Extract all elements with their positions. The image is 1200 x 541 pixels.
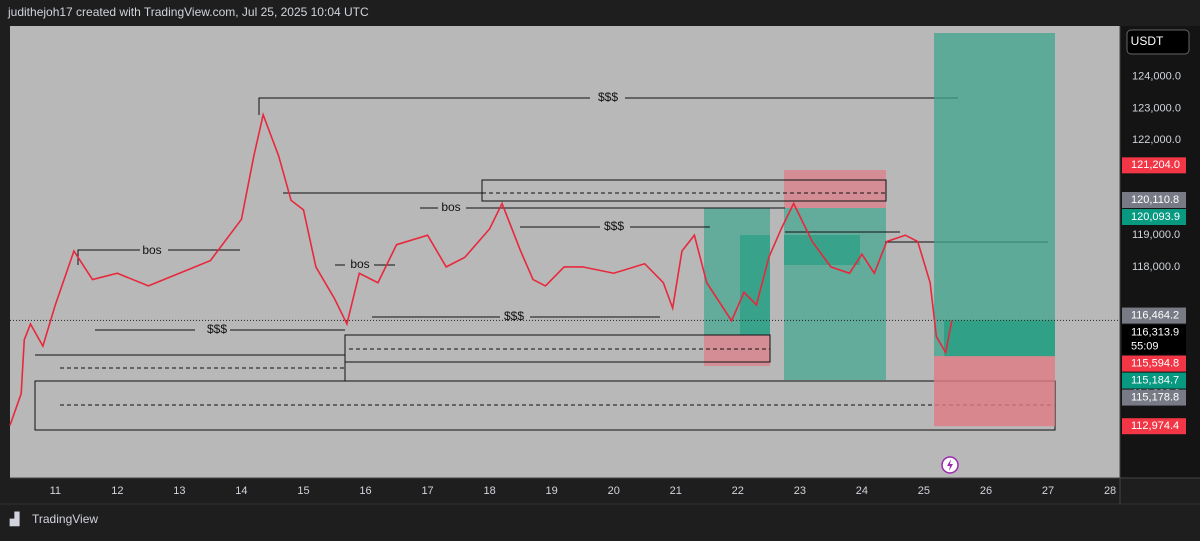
x-tick-label: 20: [608, 485, 620, 497]
currency-label: USDT: [1131, 34, 1164, 48]
zone: [784, 170, 886, 208]
x-tick-label: 23: [794, 485, 806, 497]
annotation: bos: [142, 243, 161, 257]
x-tick-label: 12: [111, 485, 123, 497]
countdown: 55:09: [1131, 340, 1159, 352]
footer-brand: TradingView: [32, 512, 98, 526]
zone: [784, 235, 860, 265]
zone: [784, 208, 886, 380]
x-tick-label: 24: [856, 485, 868, 497]
stop-zone: [934, 356, 1055, 427]
price-label-box: [1122, 307, 1186, 324]
price-label: 115,594.8: [1131, 357, 1179, 369]
x-tick-label: 28: [1104, 485, 1116, 497]
target-zone: [934, 33, 1055, 357]
y-tick-label: 124,000.0: [1132, 71, 1181, 83]
annotation: bos: [350, 257, 369, 271]
y-tick-label: 122,000.0: [1132, 134, 1181, 146]
position-tool: [934, 33, 1055, 427]
header-title: judithejoh17 created with TradingView.co…: [7, 5, 369, 19]
drawings: [34, 97, 1056, 431]
price-label: 116,313.9: [1131, 326, 1179, 338]
price-line: [9, 111, 953, 426]
price-label-box: [1122, 157, 1186, 174]
price-label: 115,184.7: [1131, 374, 1179, 386]
price-label: 121,204.0: [1131, 159, 1180, 171]
annotation: $$$: [598, 90, 618, 104]
x-tick-label: 25: [918, 485, 930, 497]
x-tick-label: 27: [1042, 485, 1054, 497]
price-axis: [1120, 26, 1200, 478]
y-tick-label: 119,000.0: [1132, 229, 1180, 241]
zone: [704, 335, 770, 366]
x-tick-label: 15: [297, 485, 309, 497]
price-label-box: [1122, 208, 1186, 225]
plot: $$$ bos $$$ bos bos $$$ $$$: [9, 90, 1120, 426]
x-tick-label: 26: [980, 485, 992, 497]
price-label-box: [1122, 372, 1186, 389]
level-line: [258, 97, 590, 115]
price-label-box: [1122, 324, 1186, 355]
price-label: 112,974.4: [1131, 420, 1179, 432]
y-tick-label: 118,000.0: [1132, 261, 1180, 273]
price-label-box: [1122, 191, 1186, 208]
x-tick-label: 21: [670, 485, 682, 497]
price-label: 120,093.9: [1131, 211, 1180, 223]
currency-button[interactable]: [1126, 29, 1190, 55]
annotation: $$$: [604, 219, 624, 233]
x-tick-label: 16: [359, 485, 371, 497]
x-tick-label: 22: [732, 485, 744, 497]
price-label-box: [1122, 418, 1186, 435]
price-label-box: [1122, 355, 1186, 372]
annotation: bos: [441, 200, 460, 214]
x-tick-label: 17: [421, 485, 433, 497]
price-label: 116,464.2: [1131, 309, 1179, 321]
zone-outline: [481, 179, 887, 202]
price-label-box: [1122, 389, 1186, 406]
y-tick-label: 123,000.0: [1132, 102, 1181, 114]
x-tick-label: 19: [546, 485, 558, 497]
annotation: $$$: [207, 322, 227, 336]
zone: [740, 235, 770, 335]
x-tick-label: 13: [173, 485, 185, 497]
x-tick-label: 11: [50, 485, 61, 497]
x-tick-label: 18: [483, 485, 495, 497]
event-icon-bolt: [947, 459, 953, 471]
footer-logo: ▟: [9, 511, 20, 527]
price-label: 120,110.8: [1131, 194, 1179, 206]
price-label: 115,178.8: [1131, 391, 1179, 403]
progress-zone: [944, 320, 1055, 357]
level-line: [77, 249, 140, 265]
annotation: $$$: [504, 309, 524, 323]
x-tick-label: 14: [235, 485, 247, 497]
